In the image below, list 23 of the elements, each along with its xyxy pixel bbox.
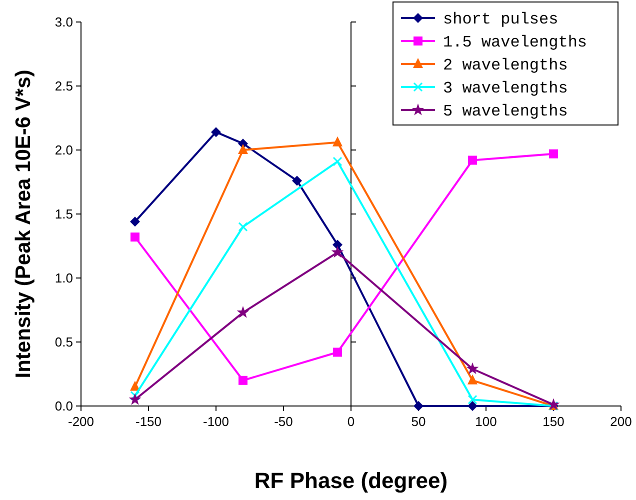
legend-label: 5 wavelengths (443, 102, 568, 121)
x-tick-label: 150 (542, 414, 564, 429)
x-tick-label: 50 (411, 414, 426, 429)
legend-label: 2 wavelengths (443, 56, 568, 75)
y-tick-label: 3.0 (54, 14, 73, 30)
x-axis-title: RF Phase (degree) (254, 468, 448, 493)
y-axis-title: Intensity (Peak Area 10E-6 V*s) (12, 70, 35, 378)
y-tick-label: 1.0 (54, 270, 73, 286)
y-tick-label: 1.5 (54, 206, 73, 222)
x-tick-label: 200 (610, 414, 632, 429)
y-tick-label: 0.5 (54, 334, 73, 350)
x-tick-label: 100 (475, 414, 497, 429)
legend-label: short pulses (443, 10, 558, 29)
x-tick-label: 0 (347, 414, 355, 429)
x-tick-label: -150 (135, 414, 162, 429)
legend-label: 1.5 wavelengths (443, 34, 588, 52)
y-tick-label: 2.5 (54, 78, 73, 94)
y-tick-label: 2.0 (54, 142, 73, 158)
x-tick-label: -50 (274, 414, 293, 429)
y-tick-label: 0.0 (54, 398, 73, 414)
x-tick-label: -100 (202, 414, 230, 429)
x-tick-label: -200 (68, 414, 94, 429)
legend-label: 3 wavelengths (443, 80, 568, 98)
